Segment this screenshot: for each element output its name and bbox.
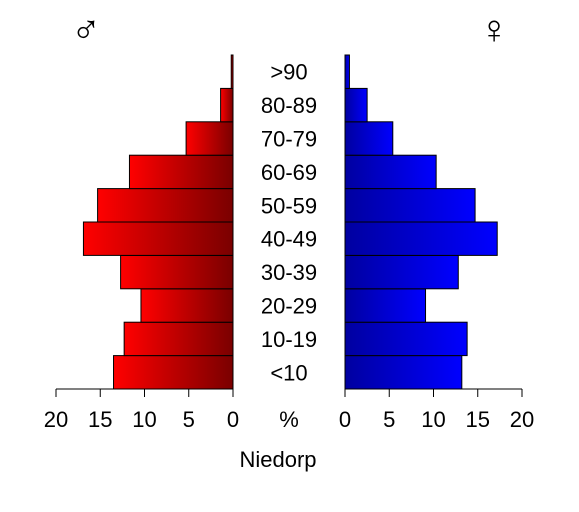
age-group-label: 80-89 [261,93,317,118]
female-bar [344,321,468,357]
male-axis-tick-label: 10 [132,407,156,432]
male-bar [128,154,234,190]
female-bar [344,121,394,156]
percent-unit-label: % [279,407,299,432]
male-bar [123,321,234,357]
male-bar [120,254,234,290]
age-group-label: 50-59 [261,193,317,218]
female-axis-tick-label: 5 [383,407,395,432]
chart-title: Niedorp [239,447,316,472]
female-bar [344,221,498,256]
female-axis-tick-label: 10 [421,407,445,432]
male-x-axis: 20 15 10 5 0 [44,388,239,432]
female-bar [344,288,427,323]
female-bar [344,188,476,223]
male-bar [82,221,234,256]
age-group-label: 20-29 [261,294,317,319]
age-group-label: 30-39 [261,260,317,285]
female-bar [344,355,463,390]
age-group-label: 70-79 [261,127,317,152]
female-axis-tick-label: 15 [466,407,490,432]
male-bar [97,188,234,223]
age-group-labels: <10 10-19 20-29 30-39 40-49 50-59 60-69 70-79 80… [261,60,317,386]
male-bar [185,121,234,156]
female-bars [344,54,498,390]
female-bar [344,154,437,190]
male-bar [230,54,234,89]
female-bar [344,87,368,123]
male-bars [82,54,234,390]
age-group-label: <10 [270,360,307,385]
female-bar [344,54,350,89]
female-axis-tick-label: 20 [510,407,534,432]
male-bar [140,288,234,323]
male-axis-tick-label: 0 [227,407,239,432]
male-axis-tick-label: 5 [183,407,195,432]
male-axis-tick-label: 15 [88,407,112,432]
female-bar [344,254,459,290]
age-group-label: 60-69 [261,160,317,185]
female-x-axis: 20 15 10 5 0 [339,388,534,432]
female-symbol: ♀ [479,8,509,52]
age-group-label: 40-49 [261,227,317,252]
male-bar [113,355,234,390]
age-group-label: >90 [270,60,307,85]
age-group-label: 10-19 [261,327,317,352]
male-axis-tick-label: 20 [44,407,68,432]
male-bar [220,87,234,123]
male-symbol: ♂ [71,8,101,52]
female-axis-tick-label: 0 [339,407,351,432]
